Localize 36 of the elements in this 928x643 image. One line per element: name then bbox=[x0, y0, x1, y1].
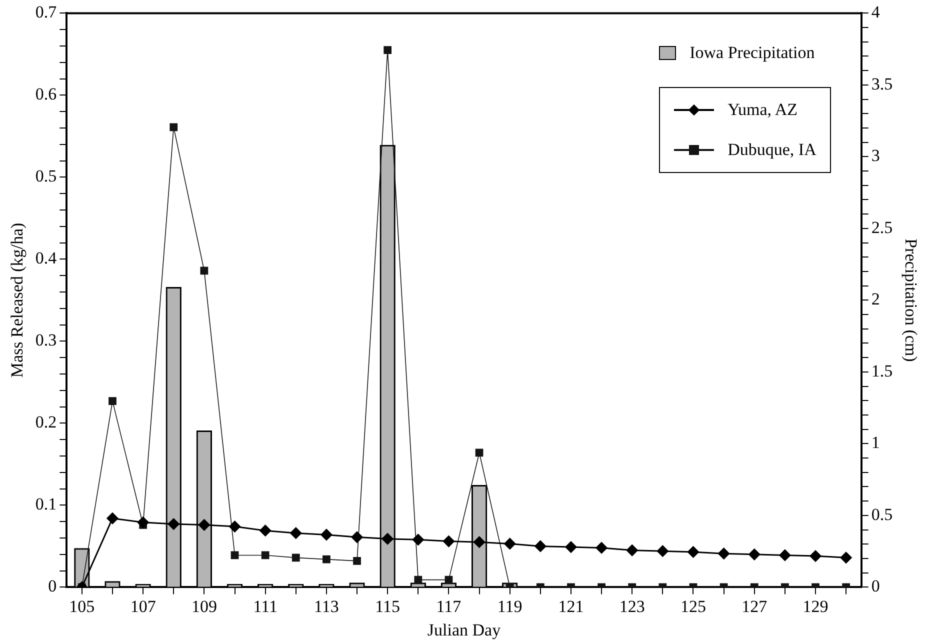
x-tick-label: 109 bbox=[191, 596, 217, 616]
x-tick-label: 107 bbox=[130, 596, 156, 616]
y-tick-label: 0.6 bbox=[35, 84, 57, 104]
x-axis-title: Julian Day bbox=[427, 620, 502, 640]
y2-tick-label: 2.5 bbox=[871, 218, 893, 237]
x-tick-label: 105 bbox=[69, 596, 95, 616]
x-tick-label: 111 bbox=[253, 596, 278, 616]
x-tick-label: 119 bbox=[497, 596, 522, 616]
y2-tick-label: 3.5 bbox=[871, 74, 893, 94]
y-tick-label: 0.2 bbox=[35, 412, 57, 432]
y-axis-title: Mass Released (kg/ha) bbox=[8, 222, 27, 378]
y2-tick-label: 2 bbox=[871, 290, 880, 309]
x-tick-label: 117 bbox=[436, 596, 462, 616]
x-tick-label: 127 bbox=[742, 596, 768, 616]
y2-tick-label: 0 bbox=[871, 576, 880, 596]
y-tick-label: 0.5 bbox=[35, 166, 57, 186]
legend-label: Dubuque, IA bbox=[728, 140, 816, 160]
y2-tick-label: 1 bbox=[871, 433, 880, 452]
x-tick-label: 113 bbox=[314, 596, 339, 616]
y-tick-label: 0.4 bbox=[35, 248, 58, 268]
y-tick-label: 0.7 bbox=[35, 2, 58, 22]
y2-tick-label: 4 bbox=[871, 2, 880, 22]
legend-label: Iowa Precipitation bbox=[690, 43, 815, 64]
y2-tick-label: 0.5 bbox=[871, 504, 893, 524]
x-tick-label: 129 bbox=[802, 596, 828, 616]
x-tick-label: 115 bbox=[375, 596, 400, 616]
y2-tick-label: 3 bbox=[871, 146, 880, 166]
y-tick-label: 0 bbox=[48, 576, 57, 596]
y2-axis-title: Precipitation (cm) bbox=[901, 238, 920, 362]
y2-tick-label: 1.5 bbox=[871, 361, 893, 380]
x-tick-label: 125 bbox=[680, 596, 706, 616]
y-tick-label: 0.3 bbox=[35, 330, 57, 350]
y-tick-label: 0.1 bbox=[35, 494, 57, 514]
x-tick-label: 121 bbox=[558, 596, 584, 616]
x-tick-label: 123 bbox=[619, 596, 645, 616]
legend-label: Yuma, AZ bbox=[728, 100, 798, 120]
